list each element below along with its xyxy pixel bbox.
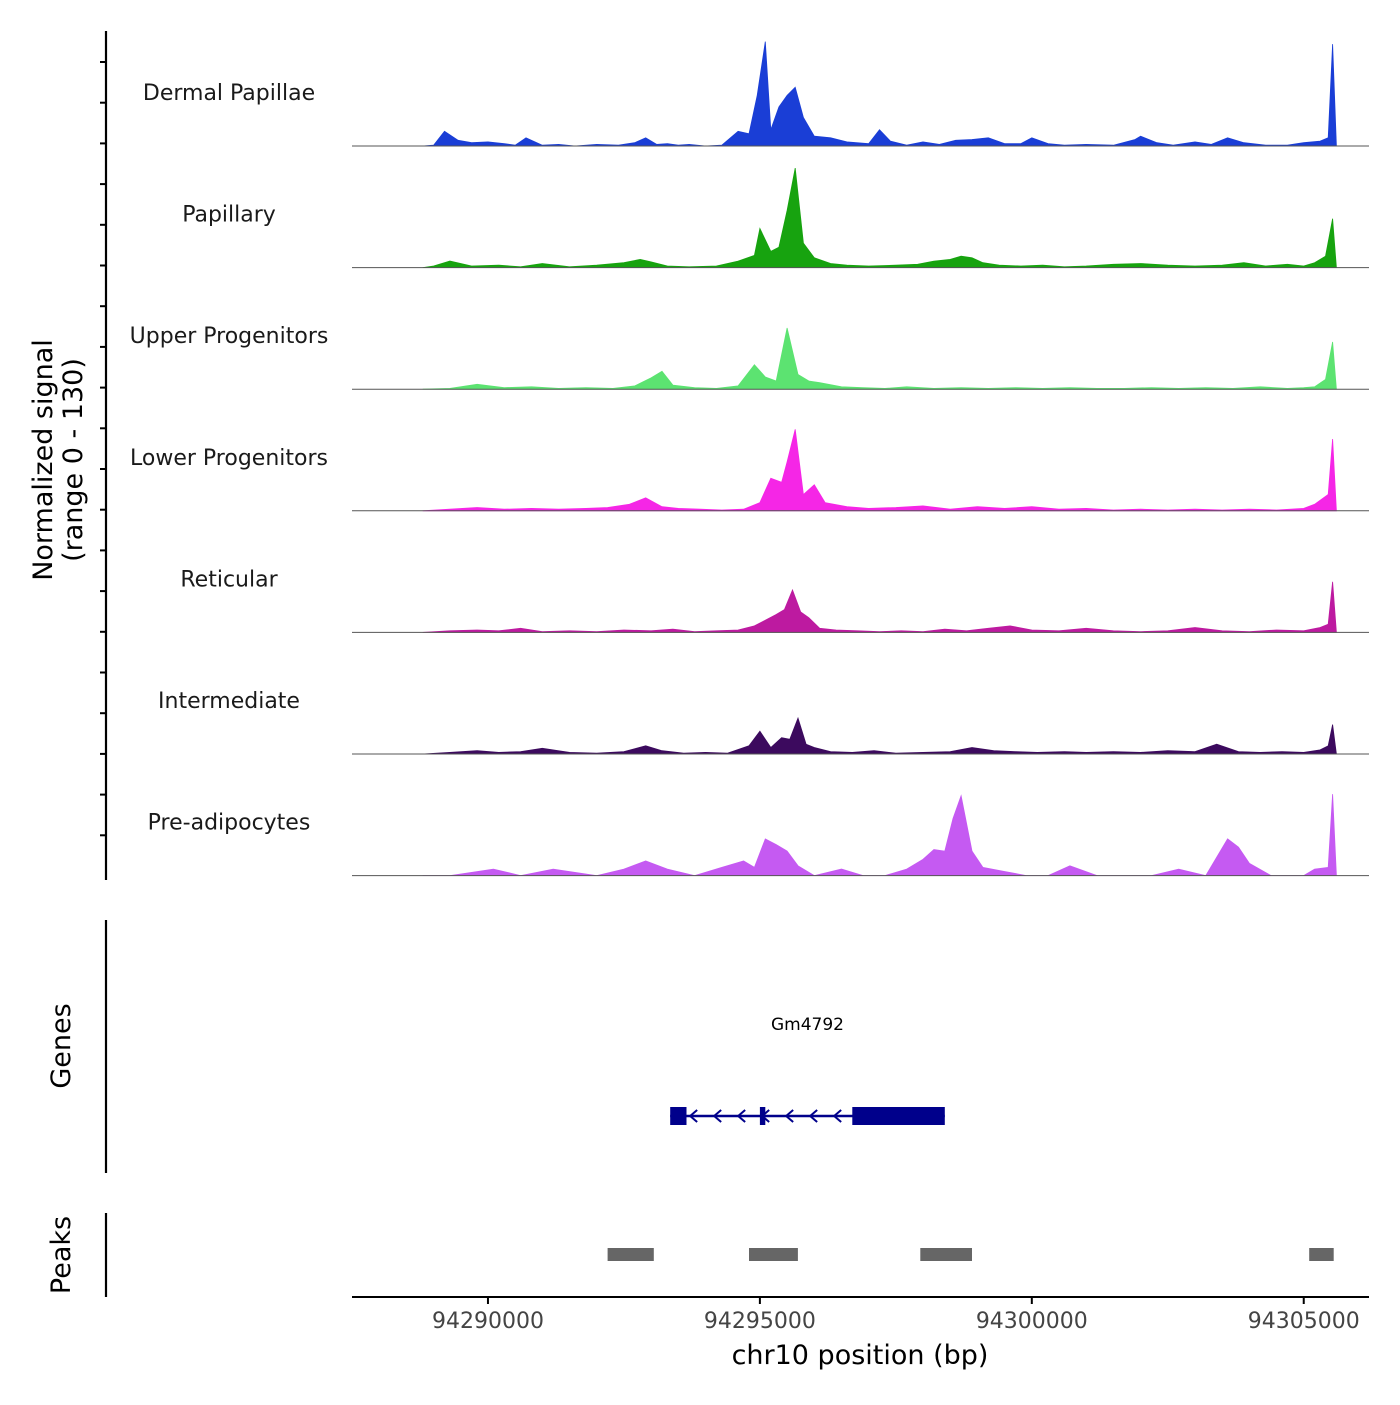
y-axis-title-line1: Normalized signal [28, 339, 59, 581]
gene-label: Gm4792 [771, 1015, 844, 1035]
track-label: Papillary [182, 203, 276, 228]
signal-area-papillary [422, 168, 1337, 268]
x-tick-label: 94290000 [432, 1309, 544, 1334]
strand-arrow [832, 1109, 842, 1123]
peak-region [607, 1248, 654, 1261]
strand-arrow [784, 1109, 794, 1123]
track-label: Pre-adipocytes [148, 811, 311, 836]
track-label: Intermediate [158, 689, 300, 714]
track-label: Upper Progenitors [130, 324, 329, 349]
gene-exon [759, 1107, 766, 1125]
x-tick-label: 94305000 [1248, 1309, 1360, 1334]
signal-area-pre-adipocytes [422, 794, 1337, 877]
signal-area-reticular [422, 581, 1337, 633]
strand-arrow [736, 1109, 746, 1123]
peak-region [920, 1248, 972, 1261]
strand-arrow [808, 1109, 818, 1123]
track-label: Reticular [180, 567, 278, 592]
signal-area-upper-progenitors [422, 327, 1337, 390]
track-label: Lower Progenitors [130, 446, 328, 471]
gene-exon [852, 1107, 945, 1125]
y-axis-title-line2: (range 0 - 130) [58, 358, 89, 562]
signal-y-axis-ticks [100, 61, 106, 837]
x-tick-label: 94295000 [704, 1309, 816, 1334]
signal-area-lower-progenitors [422, 429, 1337, 512]
x-tick-label: 94300000 [976, 1309, 1088, 1334]
signal-area-dermal-papillae [422, 41, 1337, 147]
genes-panel-label: Genes [46, 1003, 77, 1088]
gene-exon [670, 1107, 687, 1125]
signal-area-intermediate [422, 716, 1337, 755]
strand-arrow [688, 1109, 698, 1123]
x-axis-ticks: 94290000 94295000 94300000 94305000 [432, 1297, 1360, 1334]
peak-region [1309, 1248, 1334, 1261]
peaks-panel-label: Peaks [46, 1216, 77, 1294]
gene-track: Gm4792 [670, 1015, 945, 1125]
x-axis-title: chr10 position (bp) [732, 1340, 989, 1371]
y-axis-title: Normalized signal (range 0 - 130) [28, 339, 89, 581]
track-label: Dermal Papillae [143, 81, 315, 106]
peaks-track [607, 1248, 1334, 1261]
strand-arrow [712, 1109, 722, 1123]
peak-region [749, 1248, 798, 1261]
coverage-tracks: Dermal Papillae Papillary Upper Progenitor… [130, 41, 1369, 877]
